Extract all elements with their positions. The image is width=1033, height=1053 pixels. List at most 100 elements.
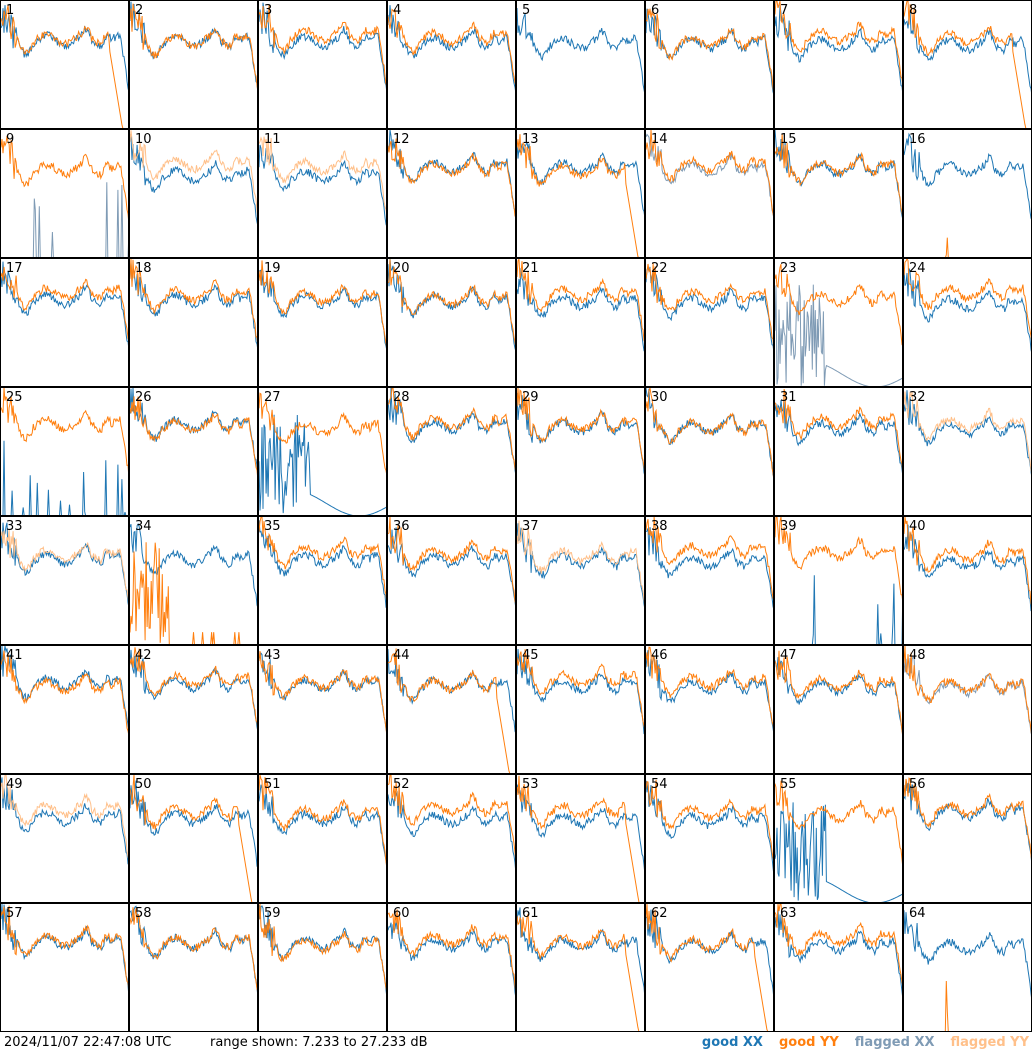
panel-plot-58	[130, 905, 257, 993]
panel-plot-47	[775, 650, 902, 735]
panel-54-xx-line	[646, 780, 773, 872]
panel-6-xx-line	[646, 8, 773, 94]
panel-23-yy-line	[775, 263, 902, 346]
panel-27-xx-line	[259, 414, 386, 515]
panel-plot-38	[646, 517, 773, 609]
panel-20: 20	[387, 258, 516, 387]
panel-label-26: 26	[135, 390, 152, 405]
panel-plot-10	[130, 130, 257, 225]
panel-label-8: 8	[909, 3, 918, 18]
panel-5: 5	[516, 0, 645, 129]
panel-label-60: 60	[393, 906, 410, 921]
panel-plot-48	[904, 646, 1031, 735]
legend-good-yy: good YY	[778, 1035, 839, 1050]
panel-17: 17	[0, 258, 129, 387]
panel-53: 53	[516, 774, 645, 903]
panel-plot-15	[775, 130, 902, 218]
panel-plot-59	[259, 904, 386, 995]
panel-label-23: 23	[780, 261, 797, 276]
panel-plot-3	[259, 2, 386, 90]
panel-2: 2	[129, 0, 258, 129]
panel-4: 4	[387, 0, 516, 129]
panel-21-yy-line	[517, 259, 644, 342]
panel-59-yy-line	[259, 904, 386, 991]
panel-18-xx-line	[130, 262, 257, 348]
panel-28-yy-line	[388, 388, 515, 471]
panel-5-xx-line	[517, 7, 644, 93]
panel-17-xx-line	[1, 261, 128, 346]
panel-label-24: 24	[909, 261, 926, 276]
panel-12-yy-line	[388, 138, 515, 217]
panel-plot-29	[517, 388, 644, 475]
panel-17-yy-line	[1, 266, 128, 340]
panel-25: 25	[0, 387, 129, 516]
panel-39-xx-line	[811, 575, 902, 644]
panel-47-yy-line	[775, 650, 902, 735]
panel-36-yy-line	[388, 517, 515, 604]
panel-43: 43	[258, 645, 387, 774]
panel-42: 42	[129, 645, 258, 774]
panel-plot-62	[646, 904, 773, 1031]
panel-6-yy-line	[646, 8, 773, 91]
panel-25-yy-line	[1, 388, 128, 473]
panel-label-20: 20	[393, 261, 410, 276]
panel-22: 22	[645, 258, 774, 387]
panel-plot-14	[646, 130, 773, 217]
panel-49-xx-line	[1, 777, 128, 865]
panel-32-xx-line	[904, 390, 1031, 475]
panel-1: 1	[0, 0, 129, 129]
panel-13-yy-line	[517, 134, 639, 257]
panel-22-xx-line	[646, 265, 773, 350]
panel-44-yy-line	[388, 648, 511, 773]
panel-33-yy-line	[1, 529, 128, 602]
panel-plot-40	[904, 517, 1031, 612]
panel-16: 16	[903, 129, 1032, 258]
panel-plot-52	[388, 775, 515, 869]
panel-13: 13	[516, 129, 645, 258]
panel-3: 3	[258, 0, 387, 129]
panel-46: 46	[645, 645, 774, 774]
panel-47: 47	[774, 645, 903, 774]
panel-16-yy-line	[945, 237, 949, 257]
panel-plot-13	[517, 134, 644, 257]
panel-label-48: 48	[909, 648, 926, 663]
panel-label-39: 39	[780, 519, 797, 534]
panel-9: 9	[0, 129, 129, 258]
panel-label-14: 14	[651, 132, 668, 147]
panel-plot-50	[130, 775, 257, 902]
panel-63-yy-line	[775, 904, 902, 985]
panel-38-xx-line	[646, 527, 773, 609]
panel-24-yy-line	[904, 259, 1031, 340]
panel-6: 6	[645, 0, 774, 129]
panel-label-55: 55	[780, 777, 797, 792]
panel-plot-42	[130, 647, 257, 730]
panel-label-37: 37	[522, 519, 539, 534]
panel-27: 27	[258, 387, 387, 516]
panel-32: 32	[903, 387, 1032, 516]
panel-plot-44	[388, 648, 515, 773]
panel-37-yy-line	[517, 520, 644, 603]
panel-plot-28	[388, 388, 515, 474]
panel-label-64: 64	[909, 906, 926, 921]
panel-64-yy-line	[944, 980, 949, 1031]
panel-label-43: 43	[264, 648, 281, 663]
panel-plot-43	[259, 651, 386, 733]
panel-plot-36	[388, 517, 515, 606]
legend-flagged-xx: flagged XX	[854, 1035, 935, 1050]
panel-40-xx-line	[904, 524, 1031, 612]
panel-label-17: 17	[6, 261, 23, 276]
panel-plot-60	[388, 909, 515, 996]
panel-plot-32	[904, 390, 1031, 475]
panel-label-38: 38	[651, 519, 668, 534]
panel-11-yy-line	[259, 135, 386, 214]
panel-plot-37	[517, 520, 644, 607]
panel-plot-35	[259, 517, 386, 609]
panel-41-yy-line	[1, 650, 128, 734]
panel-37-xx-line	[517, 523, 644, 607]
range-label: range shown: 7.233 to 27.233 dB	[210, 1035, 428, 1050]
panel-8-yy-line	[904, 1, 1027, 128]
panel-35-yy-line	[259, 517, 386, 601]
panel-8-xx-line	[904, 9, 1031, 93]
panel-55: 55	[774, 774, 903, 903]
